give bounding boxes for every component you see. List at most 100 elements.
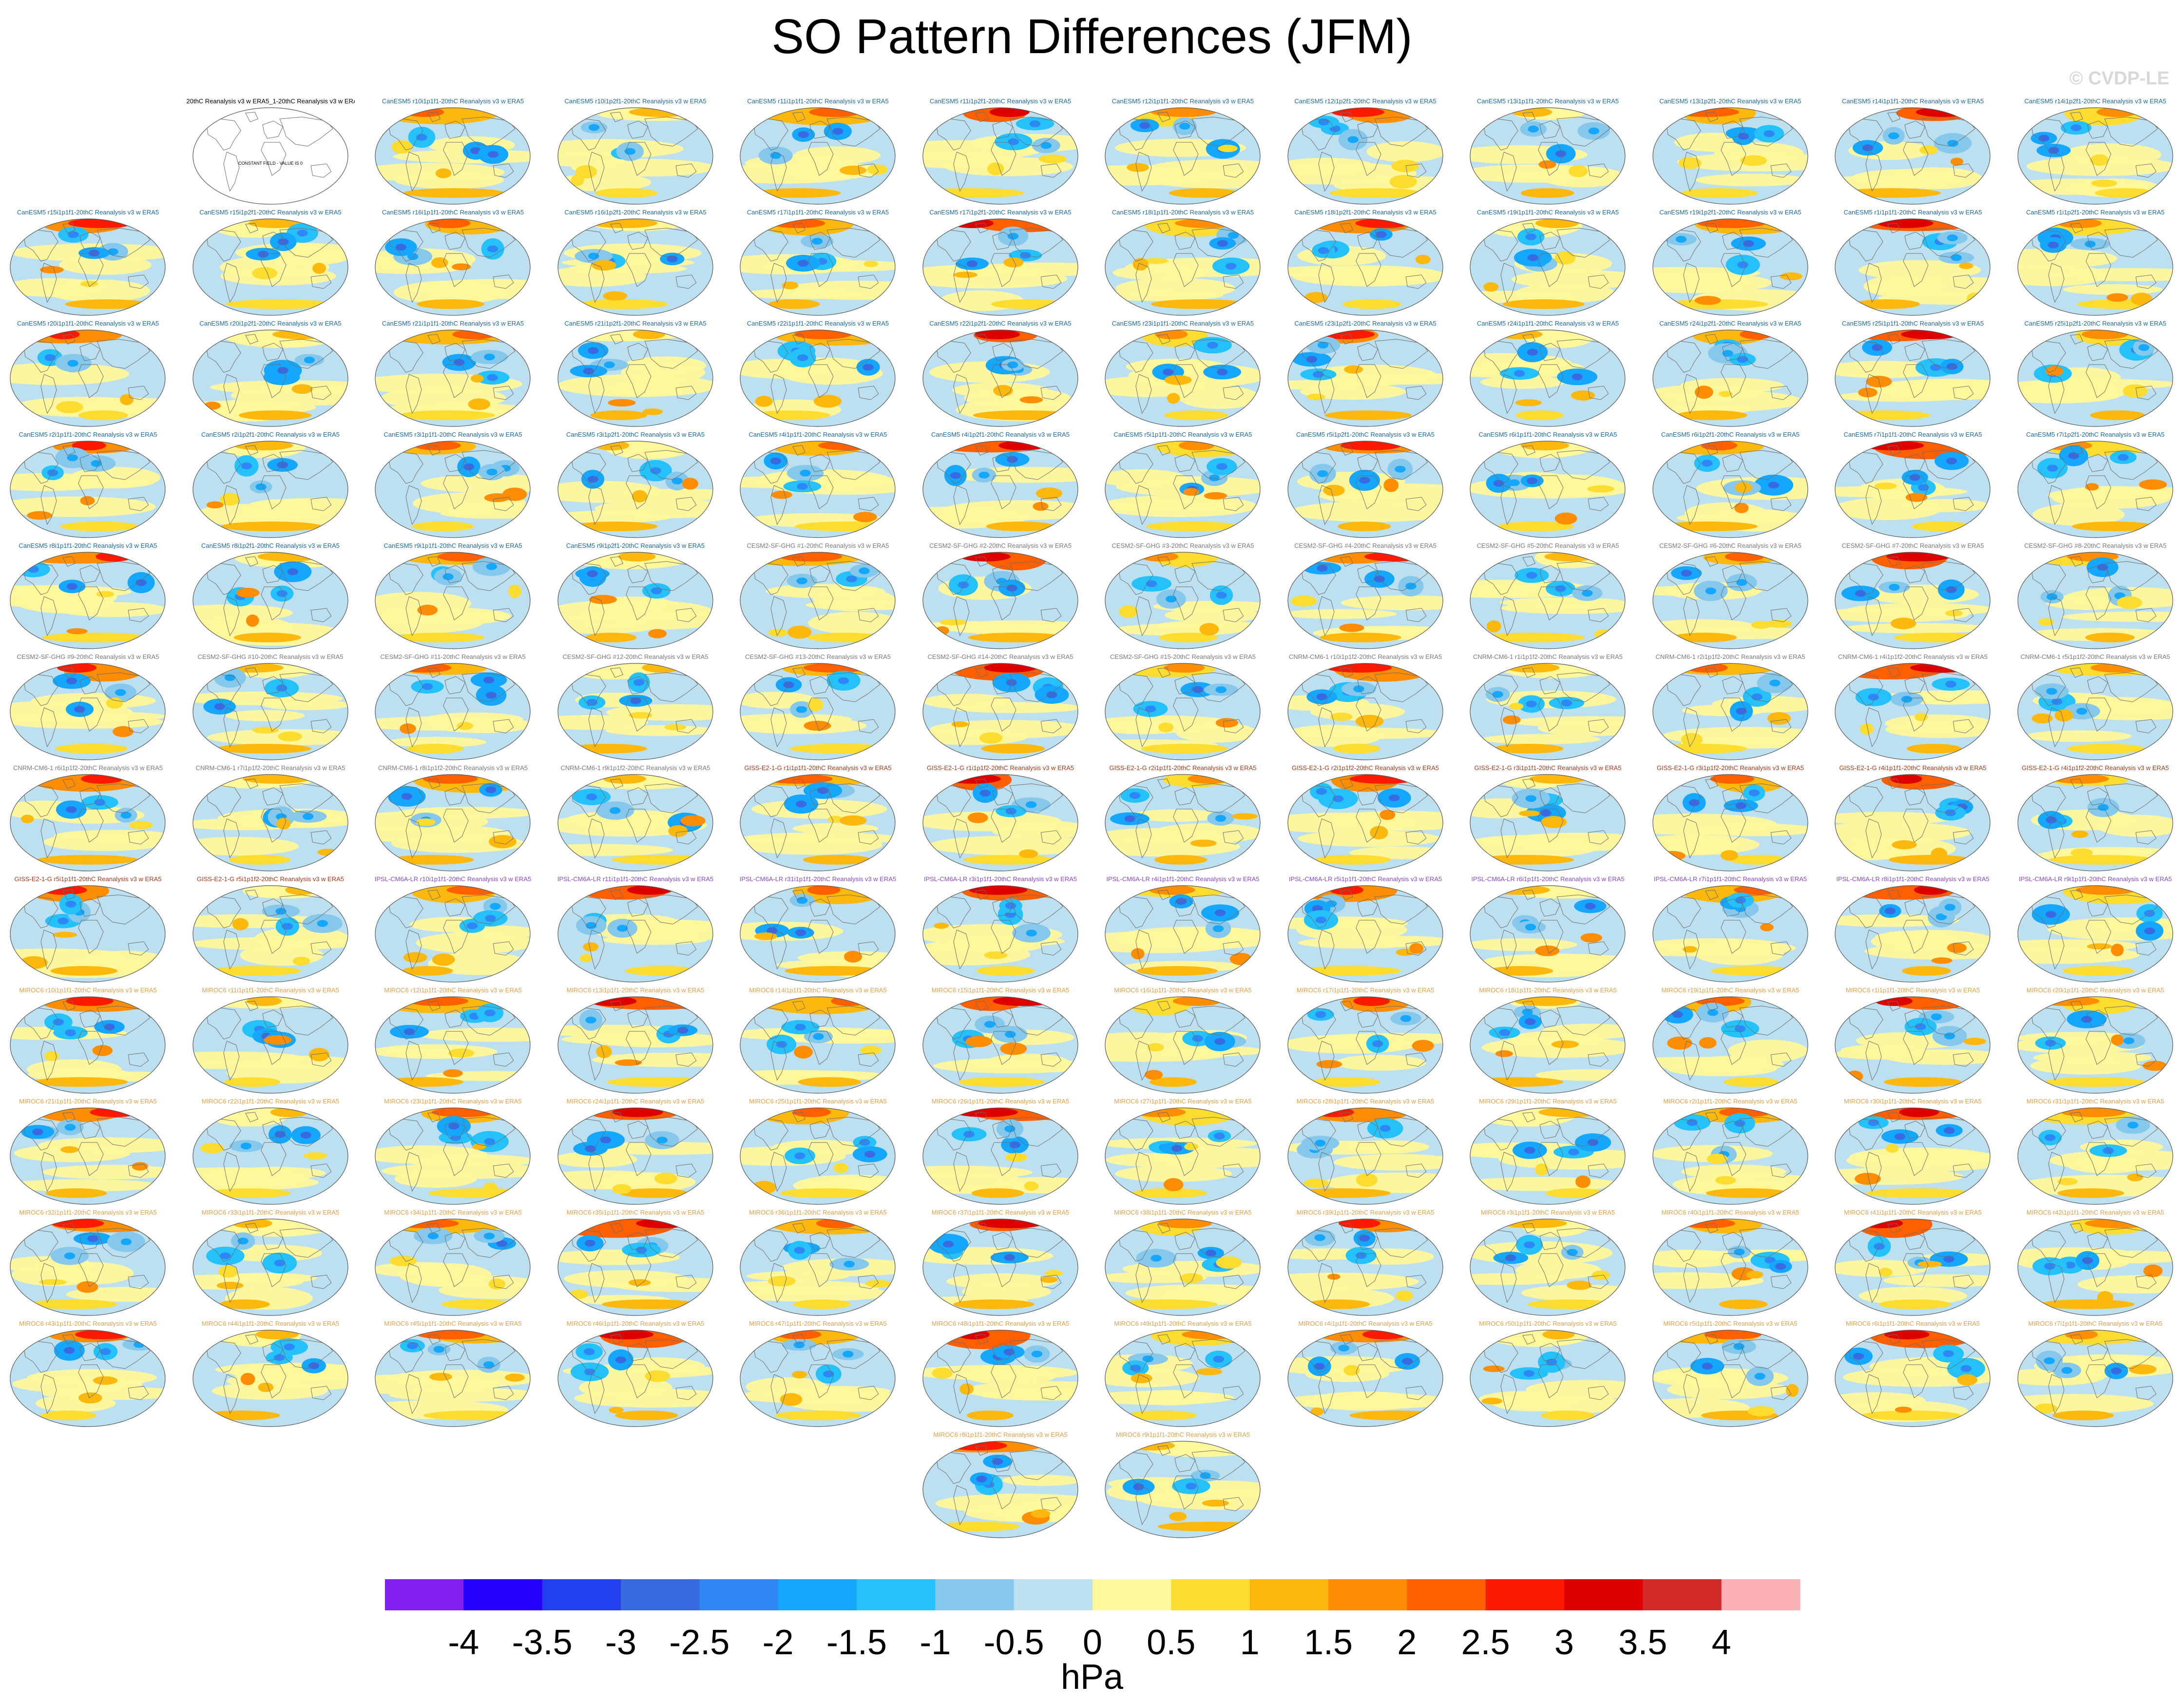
- panel-title: CanESM5 r8i1p1f1-20thC Reanalysis v3 w E…: [19, 542, 157, 549]
- map-plot: [1105, 996, 1261, 1094]
- colorbar-tick-label: 2.5: [1461, 1623, 1510, 1662]
- panel-title: MIROC6 r22i1p1f1-20thC Reanalysis v3 w E…: [201, 1098, 340, 1105]
- map-panel: CESM2-SF-GHG #14-20thC Reanalysis v3 w E…: [917, 653, 1085, 760]
- panel-title: MIROC6 r40i1p1f1-20thC Reanalysis v3 w E…: [1661, 1209, 1800, 1216]
- map-panel: MIROC6 r12i1p1f1-20thC Reanalysis v3 w E…: [369, 986, 537, 1094]
- panel-title: CanESM5 r21i1p2f1-20thC Reanalysis v3 w …: [564, 320, 707, 327]
- map-plot: [922, 996, 1078, 1094]
- map-plot: [192, 1107, 348, 1205]
- map-panel: CESM2-SF-GHG #7-20thC Reanalysis v3 w ER…: [1829, 542, 1997, 649]
- map-plot: [1470, 552, 1626, 649]
- map-panel: IPSL-CM6A-LR r9i1p1f1-20thC Reanalysis v…: [2012, 875, 2180, 983]
- map-panel: CESM2-SF-GHG #2-20thC Reanalysis v3 w ER…: [917, 542, 1085, 649]
- panel-title: CESM2-SF-GHG #15-20thC Reanalysis v3 w E…: [1110, 653, 1256, 660]
- colorbar-tick-label: 0: [1083, 1623, 1102, 1662]
- map-panel: CanESM5 r2i1p1f1-20thC Reanalysis v3 w E…: [4, 431, 172, 538]
- map-panel: MIROC6 r24i1p1f1-20thC Reanalysis v3 w E…: [552, 1098, 720, 1205]
- map-panel: MIROC6 r37i1p1f1-20thC Reanalysis v3 w E…: [917, 1209, 1085, 1316]
- panel-title: CESM2-SF-GHG #5-20thC Reanalysis v3 w ER…: [1476, 542, 1619, 549]
- map-panel: MIROC6 r33i1p1f1-20thC Reanalysis v3 w E…: [187, 1209, 355, 1316]
- map-panel: MIROC6 r21i1p1f1-20thC Reanalysis v3 w E…: [4, 1098, 172, 1205]
- map-panel: CanESM5 r5i1p1f1-20thC Reanalysis v3 w E…: [1099, 431, 1267, 538]
- map-plot: [1470, 663, 1626, 760]
- map-panel: CanESM5 r17i1p2f1-20thC Reanalysis v3 w …: [917, 209, 1085, 316]
- panel-title: CESM2-SF-GHG #3-20thC Reanalysis v3 w ER…: [1111, 542, 1254, 549]
- map-plot: [740, 885, 896, 983]
- panel-title: CESM2-SF-GHG #10-20thC Reanalysis v3 w E…: [197, 653, 344, 660]
- panel-title: CanESM5 r5i1p1f1-20thC Reanalysis v3 w E…: [1113, 431, 1252, 438]
- panel-title: CanESM5 r17i1p2f1-20thC Reanalysis v3 w …: [929, 209, 1072, 216]
- map-plot: [10, 774, 166, 871]
- panel-title: CanESM5 r12i1p2f1-20thC Reanalysis v3 w …: [1294, 97, 1437, 105]
- map-plot: [375, 552, 531, 649]
- panel-title: GISS-E2-1-G r1i1p1f2-20thC Reanalysis v3…: [926, 764, 1074, 772]
- panel-title: CanESM5 r24i1p1f1-20thC Reanalysis v3 w …: [1476, 320, 1619, 327]
- map-plot: [375, 218, 531, 316]
- map-plot: [1287, 996, 1443, 1094]
- map-panel: MIROC6 r7i1p1f1-20thC Reanalysis v3 w ER…: [2012, 1320, 2180, 1427]
- panel-title: CanESM5 r1i1p2f1-20thC Reanalysis v3 w E…: [2026, 209, 2165, 216]
- panel-title: MIROC6 r25i1p1f1-20thC Reanalysis v3 w E…: [749, 1098, 887, 1105]
- map-plot: [1652, 107, 1808, 205]
- map-panel: IPSL-CM6A-LR r7i1p1f1-20thC Reanalysis v…: [1647, 875, 1815, 983]
- map-plot: [557, 663, 713, 760]
- map-panel: CESM2-SF-GHG #11-20thC Reanalysis v3 w E…: [369, 653, 537, 760]
- map-panel: CNRM-CM6-1 r10i1p1f2-20thC Reanalysis v3…: [1282, 653, 1450, 760]
- map-panel: CanESM5 r3i1p1f1-20thC Reanalysis v3 w E…: [369, 431, 537, 538]
- chart-title: SO Pattern Differences (JFM): [771, 9, 1413, 64]
- map-plot: [1652, 996, 1808, 1094]
- map-plot: [1652, 329, 1808, 427]
- map-panel: MIROC6 r48i1p1f1-20thC Reanalysis v3 w E…: [917, 1320, 1085, 1427]
- map-panel: CanESM5 r15i1p1f1-20thC Reanalysis v3 w …: [4, 209, 172, 316]
- map-panel: CanESM5 r19i1p1f1-20thC Reanalysis v3 w …: [1464, 209, 1632, 316]
- map-plot: [375, 329, 531, 427]
- map-plot: [10, 996, 166, 1094]
- map-panel: MIROC6 r9i1p1f1-20thC Reanalysis v3 w ER…: [1099, 1431, 1267, 1538]
- panel-title: MIROC6 r37i1p1f1-20thC Reanalysis v3 w E…: [931, 1209, 1070, 1216]
- panel-title: MIROC6 r9i1p1f1-20thC Reanalysis v3 w ER…: [1115, 1431, 1250, 1438]
- panel-title: MIROC6 r43i1p1f1-20thC Reanalysis v3 w E…: [19, 1320, 157, 1327]
- colorbar-tick-label: -2.5: [669, 1623, 729, 1662]
- map-panel: MIROC6 r47i1p1f1-20thC Reanalysis v3 w E…: [734, 1320, 902, 1427]
- map-panel: CanESM5 r6i1p1f1-20thC Reanalysis v3 w E…: [1464, 431, 1632, 538]
- map-panel: CESM2-SF-GHG #1-20thC Reanalysis v3 w ER…: [734, 542, 902, 649]
- panel-title: GISS-E2-1-G r5i1p1f1-20thC Reanalysis v3…: [14, 875, 162, 883]
- panel-title: GISS-E2-1-G r3i1p1f1-20thC Reanalysis v3…: [1474, 764, 1622, 772]
- map-plot: [922, 1330, 1078, 1427]
- panel-title: MIROC6 r20i1p1f1-20thC Reanalysis v3 w E…: [2026, 986, 2165, 994]
- panel-title: MIROC6 r21i1p1f1-20thC Reanalysis v3 w E…: [19, 1098, 157, 1105]
- map-plot: [1835, 552, 1991, 649]
- map-plot: [922, 1107, 1078, 1205]
- map-panel: CanESM5 r20i1p1f1-20thC Reanalysis v3 w …: [4, 320, 172, 427]
- map-plot: [1105, 1441, 1261, 1538]
- map-panel: GISS-E2-1-G r4i1p1f2-20thC Reanalysis v3…: [2012, 764, 2180, 871]
- map-panel: CanESM5 r20i1p2f1-20thC Reanalysis v3 w …: [187, 320, 355, 427]
- panel-title: CNRM-CM6-1 r9i1p1f2-20thC Reanalysis v3 …: [560, 764, 710, 772]
- map-panel: CESM2-SF-GHG #9-20thC Reanalysis v3 w ER…: [4, 653, 172, 760]
- panel-title: CESM2-SF-GHG #2-20thC Reanalysis v3 w ER…: [929, 542, 1072, 549]
- map-panel: MIROC6 r36i1p1f1-20thC Reanalysis v3 w E…: [734, 1209, 902, 1316]
- panel-title: CanESM5 r25i1p2f1-20thC Reanalysis v3 w …: [2024, 320, 2166, 327]
- panel-title: CanESM5 r22i1p2f1-20thC Reanalysis v3 w …: [929, 320, 1072, 327]
- map-panel: CanESM5 r17i1p1f1-20thC Reanalysis v3 w …: [734, 209, 902, 316]
- map-plot: [192, 885, 348, 983]
- map-plot: [1470, 441, 1626, 538]
- map-plot: [192, 329, 348, 427]
- panel-title: CanESM5 r14i1p1f1-20thC Reanalysis v3 w …: [1841, 97, 1984, 105]
- map-panel: CESM2-SF-GHG #6-20thC Reanalysis v3 w ER…: [1647, 542, 1815, 649]
- map-panel: GISS-E2-1-G r1i1p1f2-20thC Reanalysis v3…: [917, 764, 1085, 871]
- map-panel: MIROC6 r28i1p1f1-20thC Reanalysis v3 w E…: [1282, 1098, 1450, 1205]
- map-panel: CESM2-SF-GHG #3-20thC Reanalysis v3 w ER…: [1099, 542, 1267, 649]
- map-plot: [557, 1330, 713, 1427]
- map-plot: [740, 663, 896, 760]
- map-panel: CanESM5 r11i1p1f1-20thC Reanalysis v3 w …: [734, 97, 902, 205]
- panel-title: CanESM5 r21i1p1f1-20thC Reanalysis v3 w …: [382, 320, 524, 327]
- map-plot: [1835, 107, 1991, 205]
- map-panel: MIROC6 r20i1p1f1-20thC Reanalysis v3 w E…: [2012, 986, 2180, 1094]
- map-panel: MIROC6 r38i1p1f1-20thC Reanalysis v3 w E…: [1099, 1209, 1267, 1316]
- map-panel: MIROC6 r16i1p1f1-20thC Reanalysis v3 w E…: [1099, 986, 1267, 1094]
- panel-title: CanESM5 r7i1p1f1-20thC Reanalysis v3 w E…: [1843, 431, 1982, 438]
- panel-title: IPSL-CM6A-LR r11i1p1f1-20thC Reanalysis …: [557, 875, 714, 883]
- panel-title: CanESM5 r15i1p2f1-20thC Reanalysis v3 w …: [199, 209, 342, 216]
- map-plot: [1652, 218, 1808, 316]
